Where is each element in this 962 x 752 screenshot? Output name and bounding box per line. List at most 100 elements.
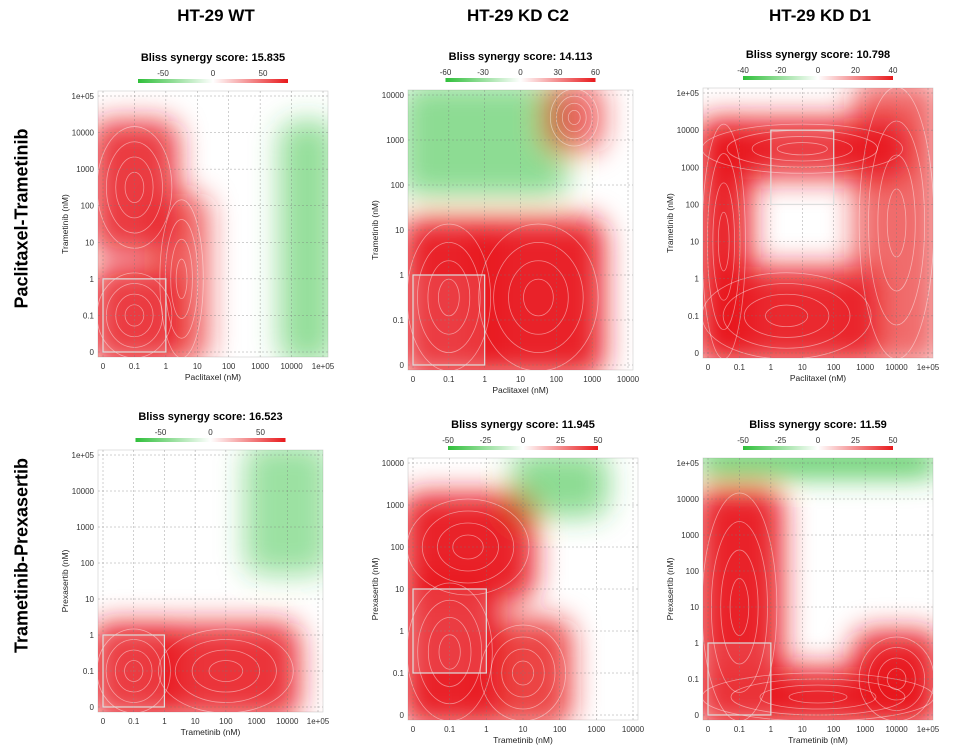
contour-line bbox=[730, 678, 906, 716]
legend-tick-label: 50 bbox=[256, 428, 265, 437]
column-title-kd-c2: HT-29 KD C2 bbox=[466, 6, 570, 25]
x-tick-label: 100 bbox=[553, 725, 567, 734]
legend-tick-label: 50 bbox=[594, 436, 603, 445]
x-tick-label: 0.1 bbox=[734, 363, 746, 372]
contour-line bbox=[490, 636, 556, 710]
highlight-box bbox=[770, 129, 835, 206]
legend-tick-label: -20 bbox=[775, 66, 787, 75]
y-tick-label: 1000 bbox=[76, 165, 94, 174]
y-tick-label: 1 bbox=[400, 271, 405, 280]
x-axis-label: Trametinib (nM) bbox=[788, 735, 848, 745]
y-tick-label: 1000 bbox=[681, 163, 699, 172]
x-tick-label: 100 bbox=[827, 363, 841, 372]
legend-tick-label: 0 bbox=[816, 66, 821, 75]
x-tick-label: 0.1 bbox=[734, 725, 746, 734]
legend-colorbar bbox=[448, 446, 598, 450]
y-tick-label: 0 bbox=[695, 349, 700, 358]
chart-title: Bliss synergy score: 11.945 bbox=[451, 419, 595, 431]
legend-tick-label: 30 bbox=[554, 68, 563, 77]
x-tick-label: 0 bbox=[411, 725, 416, 734]
contour-line bbox=[776, 142, 828, 156]
chart-kdd1-trametinib-prexasertib: Bliss synergy score: 11.59 -50 -25 0 25 50 0 0.… bbox=[655, 410, 940, 745]
x-tick-label: 1000 bbox=[583, 375, 601, 384]
chart-kdc2-trametinib-prexasertib: Bliss synergy score: 11.945 -50 -25 0 25 50 0 0… bbox=[360, 410, 645, 745]
legend-colorbar bbox=[743, 76, 893, 80]
y-tick-label: 0 bbox=[90, 703, 95, 712]
x-axis-label: Trametinib (nM) bbox=[493, 735, 553, 745]
chart-kdd1-paclitaxel-trametinib: Bliss synergy score: 10.798 -40 -20 0 20 40 0 0… bbox=[655, 40, 940, 390]
y-tick-label: 100 bbox=[391, 181, 405, 190]
y-tick-label: 1000 bbox=[386, 501, 404, 510]
legend-tick-label: 25 bbox=[556, 436, 565, 445]
y-tick-label: 1000 bbox=[681, 531, 699, 540]
x-tick-label: 1e+05 bbox=[312, 362, 335, 371]
highlight-box bbox=[707, 642, 772, 716]
highlight-box bbox=[412, 274, 486, 366]
legend-tick-label: 50 bbox=[259, 69, 268, 78]
y-tick-label: 10 bbox=[690, 238, 699, 247]
heatmap-svg: Bliss synergy score: 11.945-50 -25 0 25 500 0… bbox=[370, 419, 645, 745]
x-tick-label: 10 bbox=[519, 725, 528, 734]
contour-line bbox=[703, 672, 933, 720]
x-tick-label: 10000 bbox=[622, 725, 645, 734]
y-tick-label: 100 bbox=[391, 543, 405, 552]
y-axis-label: Prexasertib (nM) bbox=[665, 557, 675, 620]
x-tick-label: 1e+05 bbox=[307, 717, 330, 726]
chart-title: Bliss synergy score: 15.835 bbox=[141, 52, 285, 64]
x-tick-label: 0 bbox=[101, 717, 106, 726]
legend-colorbar bbox=[445, 78, 596, 82]
y-tick-label: 10000 bbox=[382, 91, 405, 100]
x-tick-label: 0.1 bbox=[129, 362, 141, 371]
heatmap-svg: Bliss synergy score: 14.113-60 -30 0 30 600 0… bbox=[370, 51, 640, 395]
legend-tick-label: -50 bbox=[157, 69, 169, 78]
legend-tick-label: 50 bbox=[889, 436, 898, 445]
y-tick-label: 0 bbox=[400, 361, 405, 370]
legend-tick-label: 60 bbox=[591, 68, 600, 77]
legend-colorbar bbox=[135, 438, 286, 442]
x-tick-label: 100 bbox=[219, 717, 233, 726]
y-tick-label: 10000 bbox=[72, 487, 95, 496]
y-tick-label: 1 bbox=[90, 631, 95, 640]
x-tick-label: 0 bbox=[411, 375, 416, 384]
x-tick-label: 1000 bbox=[856, 363, 874, 372]
contour-line bbox=[508, 260, 569, 335]
x-tick-label: 1 bbox=[769, 725, 774, 734]
y-tick-label: 10 bbox=[690, 603, 699, 612]
y-tick-label: 10 bbox=[395, 585, 404, 594]
y-tick-label: 0.1 bbox=[393, 316, 405, 325]
synergy-region bbox=[474, 619, 572, 720]
x-tick-label: 1e+05 bbox=[917, 363, 940, 372]
x-tick-label: 1e+05 bbox=[917, 725, 940, 734]
contour-line bbox=[523, 278, 554, 317]
contour-line bbox=[877, 154, 916, 292]
x-tick-label: 0 bbox=[706, 725, 711, 734]
y-tick-label: 0 bbox=[400, 711, 405, 720]
column-title-kd-d1: HT-29 KD D1 bbox=[768, 6, 872, 25]
legend-tick-label: 40 bbox=[889, 66, 898, 75]
x-tick-label: 0.1 bbox=[443, 375, 455, 384]
contour-line bbox=[493, 241, 584, 354]
heatmap-svg: Bliss synergy score: 10.798-40 -20 0 20 400 0… bbox=[665, 49, 940, 383]
legend-tick-label: -30 bbox=[477, 68, 489, 77]
row-title-trametinib-prexasertib: Trametinib-Prexasertib bbox=[11, 457, 32, 654]
y-tick-label: 0.1 bbox=[688, 312, 700, 321]
y-tick-label: 10000 bbox=[72, 129, 95, 138]
y-tick-label: 0.1 bbox=[688, 675, 700, 684]
x-axis-label: Trametinib (nM) bbox=[181, 727, 241, 737]
synergy-region bbox=[544, 90, 605, 152]
chart-title: Bliss synergy score: 10.798 bbox=[746, 49, 890, 61]
chart-kdc2-paclitaxel-trametinib: Bliss synergy score: 14.113 -60 -30 0 30 60 0 0… bbox=[360, 40, 645, 395]
legend-tick-label: 0 bbox=[521, 436, 526, 445]
chart-title: Bliss synergy score: 11.59 bbox=[749, 419, 887, 431]
y-tick-label: 100 bbox=[81, 202, 95, 211]
heatmap-svg: Bliss synergy score: 11.59-50 -25 0 25 50 0 0.… bbox=[665, 419, 940, 745]
contour-line bbox=[703, 123, 746, 358]
legend-tick-label: 20 bbox=[851, 66, 860, 75]
synergy-region bbox=[408, 493, 535, 601]
legend-tick-label: -50 bbox=[442, 436, 454, 445]
legend-tick-label: 0 bbox=[518, 68, 523, 77]
x-axis-label: Paclitaxel (nM) bbox=[185, 372, 241, 382]
x-tick-label: 100 bbox=[550, 375, 564, 384]
x-tick-label: 10000 bbox=[280, 362, 303, 371]
y-tick-label: 1 bbox=[90, 275, 95, 284]
